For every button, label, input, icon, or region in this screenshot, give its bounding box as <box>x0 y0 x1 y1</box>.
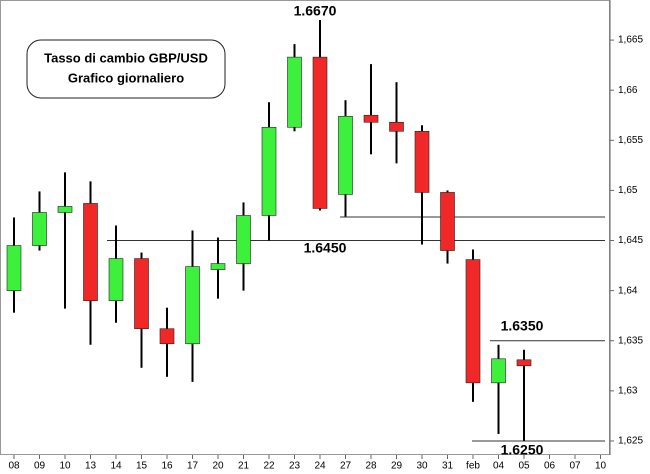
x-tick-label: 09 <box>34 461 46 472</box>
candle-body <box>363 114 379 123</box>
candle-body <box>312 56 328 209</box>
candle-body <box>491 358 506 384</box>
chart-subtitle: Grafico giornaliero <box>68 70 184 85</box>
x-tick-label: 20 <box>212 461 224 472</box>
x-tick-label: 13 <box>85 461 97 472</box>
x-tick-label: feb <box>466 461 480 472</box>
candle-body <box>261 126 277 216</box>
x-tick-label: 07 <box>569 461 581 472</box>
x-tick-label: 10 <box>595 461 607 472</box>
candle-body <box>210 263 226 270</box>
candle-body <box>83 203 98 301</box>
x-tick-label: 23 <box>289 461 301 472</box>
y-tick-label: 1,63 <box>618 385 638 396</box>
candle-body <box>32 212 47 246</box>
x-tick-label: 28 <box>365 461 377 472</box>
x-tick-label: 29 <box>391 461 403 472</box>
candle-body <box>6 245 22 291</box>
annotation: 1.6250 <box>501 442 544 458</box>
candle-body <box>134 258 149 330</box>
title-box <box>26 39 226 99</box>
x-tick-label: 27 <box>340 461 352 472</box>
x-tick-label: 14 <box>110 461 122 472</box>
candle-body <box>440 192 455 251</box>
annotation: 1.6670 <box>294 3 337 19</box>
x-tick-label: 15 <box>136 461 148 472</box>
y-tick-label: 1,64 <box>618 285 638 296</box>
x-tick-label: 06 <box>544 461 556 472</box>
y-tick-label: 1,625 <box>618 436 643 447</box>
y-tick-label: 1,655 <box>618 135 643 146</box>
x-tick-label: 16 <box>161 461 173 472</box>
x-tick-label: 10 <box>59 461 71 472</box>
annotation: 1.6450 <box>304 240 347 256</box>
x-tick-label: 31 <box>442 461 454 472</box>
candle-body <box>185 266 200 345</box>
x-tick-label: 30 <box>416 461 428 472</box>
candle-body <box>236 215 251 264</box>
x-tick-label: 22 <box>263 461 275 472</box>
x-tick-label: 05 <box>518 461 530 472</box>
candle-body <box>414 130 430 193</box>
y-tick-label: 1,635 <box>618 335 643 346</box>
x-tick-label: 08 <box>8 461 20 472</box>
x-tick-label: 04 <box>493 461 505 472</box>
x-tick-label: 21 <box>238 461 250 472</box>
candle-body <box>57 206 73 213</box>
x-tick-label: 17 <box>187 461 199 472</box>
candle-body <box>389 121 404 132</box>
y-tick-label: 1,665 <box>618 35 643 46</box>
candle-body <box>159 328 175 345</box>
y-tick-label: 1,65 <box>618 185 638 196</box>
candle-body <box>287 56 302 128</box>
candle-body <box>465 259 481 384</box>
candle-body <box>108 258 124 301</box>
candle-body <box>338 115 353 195</box>
y-tick-label: 1,645 <box>618 235 643 246</box>
candle-body <box>516 359 532 367</box>
annotation: 1.6350 <box>501 318 544 334</box>
x-tick-label: 24 <box>314 461 326 472</box>
y-tick-label: 1,66 <box>618 85 638 96</box>
chart-title: Tasso di cambio GBP/USD <box>44 50 208 65</box>
